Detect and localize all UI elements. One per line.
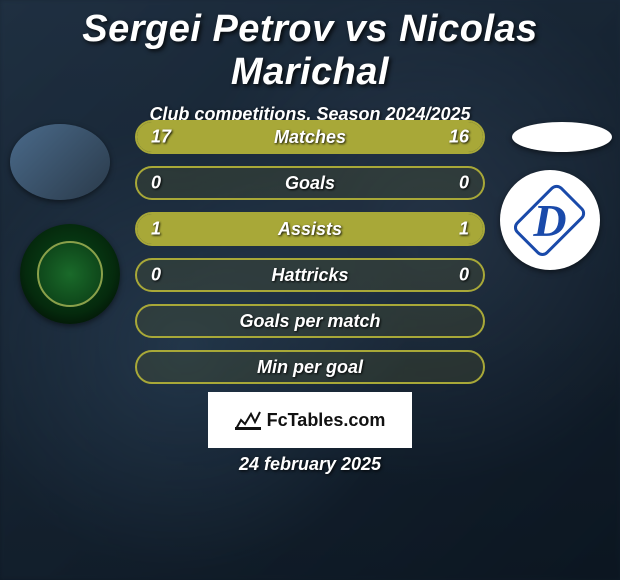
stat-label: Matches bbox=[274, 127, 346, 148]
stat-row: Hattricks 0 0 bbox=[135, 258, 485, 292]
stat-label: Goals per match bbox=[239, 311, 380, 332]
stat-row: Goals per match bbox=[135, 304, 485, 338]
stat-value-right: 0 bbox=[459, 173, 469, 194]
watermark-text: FcTables.com bbox=[267, 410, 386, 431]
club-left-badge-inner bbox=[37, 241, 103, 307]
stat-value-right: 16 bbox=[449, 127, 469, 148]
watermark: FcTables.com bbox=[208, 392, 412, 448]
stat-value-left: 1 bbox=[151, 219, 161, 240]
stat-value-left: 0 bbox=[151, 265, 161, 286]
stat-label: Hattricks bbox=[271, 265, 348, 286]
stat-label: Min per goal bbox=[257, 357, 363, 378]
stat-row: Goals 0 0 bbox=[135, 166, 485, 200]
stat-value-right: 0 bbox=[459, 265, 469, 286]
stat-value-right: 1 bbox=[459, 219, 469, 240]
stat-row: Matches 17 16 bbox=[135, 120, 485, 154]
club-left-badge bbox=[20, 224, 120, 324]
stat-value-left: 0 bbox=[151, 173, 161, 194]
club-right-badge-letter: D bbox=[533, 194, 566, 247]
player-right-avatar bbox=[512, 122, 612, 152]
player-left-avatar bbox=[10, 124, 110, 200]
stat-rows: Matches1716Goals00Assists11Hattricks00Go… bbox=[135, 120, 485, 396]
stat-label: Assists bbox=[278, 219, 342, 240]
content: Sergei Petrov vs Nicolas Marichal Club c… bbox=[0, 0, 620, 580]
stat-row: Min per goal bbox=[135, 350, 485, 384]
stat-value-left: 17 bbox=[151, 127, 171, 148]
watermark-icon bbox=[235, 410, 261, 430]
date-text: 24 february 2025 bbox=[239, 454, 381, 475]
stat-row: Assists 1 1 bbox=[135, 212, 485, 246]
club-right-badge: D bbox=[500, 170, 600, 270]
stat-label: Goals bbox=[285, 173, 335, 194]
page-title: Sergei Petrov vs Nicolas Marichal bbox=[0, 0, 620, 94]
